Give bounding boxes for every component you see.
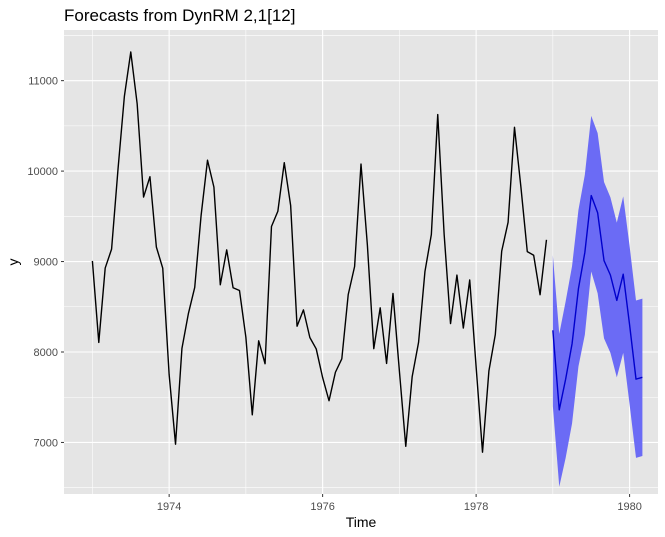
y-tick-label: 8000 xyxy=(34,347,58,359)
x-axis-title: Time xyxy=(346,514,377,530)
prediction-interval-layer xyxy=(552,115,643,487)
y-tick-label: 9000 xyxy=(34,257,58,269)
y-tick-labels: 7000 8000 9000 10000 11000 xyxy=(27,76,58,450)
chart-title: Forecasts from DynRM 2,1[12] xyxy=(64,6,295,25)
y-tick-label: 11000 xyxy=(28,76,58,88)
series-lines-layer xyxy=(91,51,643,453)
minor-gridlines xyxy=(64,30,658,494)
x-tick-label: 1978 xyxy=(464,501,488,513)
observed-series-line xyxy=(91,51,548,453)
y-tick-label: 10000 xyxy=(27,166,58,178)
y-axis-title: y xyxy=(5,259,21,266)
axis-ticks xyxy=(61,80,631,497)
x-tick-label: 1974 xyxy=(157,501,181,513)
x-tick-labels: 1974 1976 1978 1980 xyxy=(157,501,642,513)
x-tick-label: 1980 xyxy=(617,501,641,513)
x-tick-label: 1976 xyxy=(310,501,334,513)
y-tick-label: 7000 xyxy=(34,437,58,449)
forecast-series-line xyxy=(552,194,643,411)
prediction-interval-band xyxy=(552,115,643,487)
